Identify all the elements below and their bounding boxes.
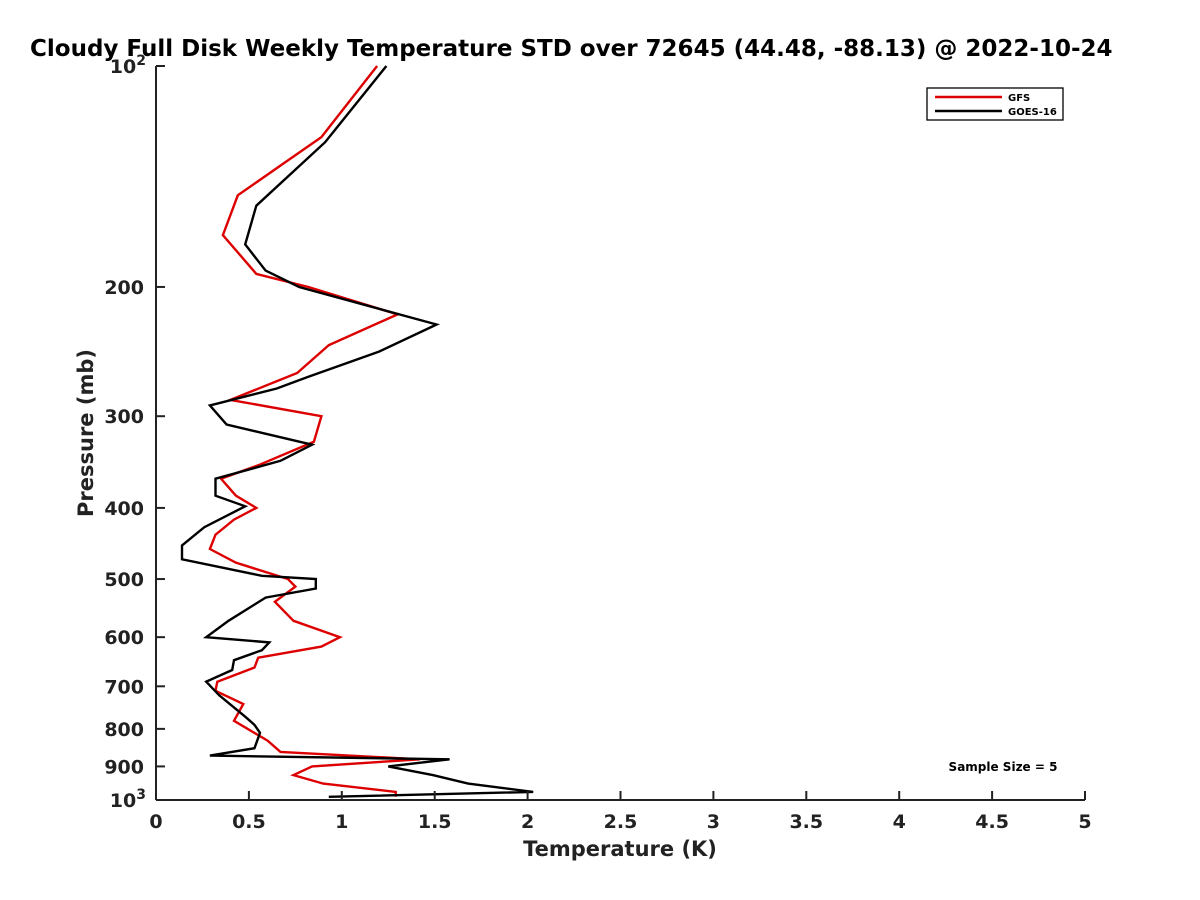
x-axis-ticks: 0 0.5 1 1.5 2 2.5 3 3.5 4 4.5 5 xyxy=(149,791,1092,833)
y-tick-label: 102 xyxy=(110,53,146,78)
x-tick-label: 4 xyxy=(893,811,906,833)
y-axis-label: Pressure (mb) xyxy=(74,349,98,517)
chart-title: Cloudy Full Disk Weekly Temperature STD … xyxy=(30,36,1113,62)
legend-entry: GFS xyxy=(1008,93,1030,104)
legend: GFS GOES-16 xyxy=(926,87,1064,121)
y-tick-label: 800 xyxy=(104,719,144,741)
y-tick-label: 200 xyxy=(104,277,144,299)
y-tick-label: 400 xyxy=(104,498,144,520)
x-tick-label: 5 xyxy=(1078,811,1091,833)
y-tick-label: 600 xyxy=(104,627,144,649)
x-tick-label: 2.5 xyxy=(604,811,638,833)
x-tick-label: 3.5 xyxy=(789,811,823,833)
sample-size-annotation: Sample Size = 5 xyxy=(949,760,1058,774)
plot-area xyxy=(155,65,1085,801)
x-tick-label: 1.5 xyxy=(418,811,452,833)
series-line-goes-16 xyxy=(180,65,534,798)
y-tick-label: 103 xyxy=(110,787,146,812)
y-axis-ticks: 102 200 300 400 500 600 700 800 900 103 xyxy=(104,53,165,812)
legend-entry: GOES-16 xyxy=(1008,107,1057,118)
x-tick-label: 1 xyxy=(335,811,348,833)
y-tick-label: 500 xyxy=(104,569,144,591)
x-tick-label: 4.5 xyxy=(975,811,1009,833)
x-tick-label: 0 xyxy=(149,811,162,833)
series-line-gfs xyxy=(208,65,420,797)
x-tick-label: 3 xyxy=(707,811,720,833)
y-tick-label: 300 xyxy=(104,406,144,428)
x-axis-label: Temperature (K) xyxy=(523,837,717,861)
x-tick-label: 2 xyxy=(521,811,534,833)
y-tick-label: 700 xyxy=(104,676,144,698)
legend-box xyxy=(926,87,1064,121)
y-tick-label: 900 xyxy=(104,756,144,778)
x-tick-label: 0.5 xyxy=(232,811,266,833)
